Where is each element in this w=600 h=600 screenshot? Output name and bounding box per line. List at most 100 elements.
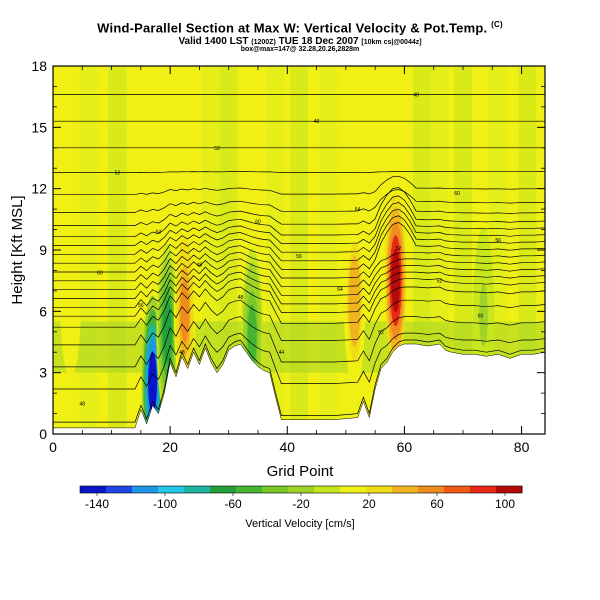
x-tick-label: 0 — [49, 439, 57, 455]
x-tick-label: 20 — [162, 439, 178, 455]
colorbar-swatch — [106, 486, 133, 493]
subtitle-date: TUE 18 Dec 2007 — [278, 36, 359, 47]
subtitle-run: [10km cs|@0044z] — [361, 39, 422, 46]
isentrope-label: 48 — [238, 295, 244, 301]
potential-temperature-contours: 48 48 44 52 60 56 48 64 52 60 48 56 52 56 64 60 64 60 52 52… — [53, 93, 545, 423]
colorbar-tick-label: 20 — [362, 497, 376, 511]
y-tick-label: 12 — [31, 181, 47, 197]
isentrope-label: 52 — [214, 146, 220, 152]
isentrope-line — [53, 339, 545, 423]
isentrope-label: 60 — [454, 191, 460, 197]
isentrope-line — [53, 222, 545, 273]
colorbar-swatch — [80, 486, 107, 493]
y-tick-label: 18 — [31, 58, 47, 74]
terrain — [53, 343, 545, 434]
y-tick-label: 0 — [39, 426, 47, 442]
isentrope-label: 48 — [413, 93, 419, 99]
isentrope-label: 52 — [378, 330, 384, 336]
y-axis: 0 3 6 9 12 15 18 — [31, 58, 545, 442]
velocity-cell — [350, 269, 360, 333]
colorbar-tick-label: -140 — [85, 497, 109, 511]
colorbar-tick-label: -20 — [292, 497, 310, 511]
isentrope-line — [53, 187, 545, 226]
y-tick-label: 9 — [39, 242, 47, 258]
x-tick-label: 60 — [397, 439, 413, 455]
colorbar-swatch — [132, 486, 159, 493]
x-tick-label: 80 — [514, 439, 530, 455]
isentrope-label: 48 — [179, 350, 185, 356]
colorbar-label: Vertical Velocity [cm/s] — [245, 518, 354, 530]
isentrope-line — [53, 251, 545, 282]
x-axis: 0 20 40 60 80 — [49, 66, 530, 455]
y-tick-label: 15 — [31, 119, 47, 135]
isentrope-line — [53, 208, 545, 255]
colorbar-swatch — [340, 486, 367, 493]
isentrope-line — [53, 202, 545, 246]
isentrope-label: 56 — [296, 254, 302, 260]
colorbar-tick-label: 100 — [495, 497, 515, 511]
isentrope-line — [53, 271, 545, 308]
isentrope-label: 48 — [197, 262, 203, 268]
isentrope-line — [53, 189, 545, 213]
isentrope-line — [53, 278, 545, 317]
isentrope-label: 52 — [396, 246, 402, 252]
isentrope-line — [53, 175, 545, 196]
velocity-cell — [479, 283, 488, 347]
chart-title-text: Wind-Parallel Section at Max W: Vertical… — [97, 20, 488, 36]
isentrope-line — [53, 316, 545, 368]
subtitle-utc: (1200Z) — [251, 39, 276, 46]
x-axis-label: Grid Point — [267, 463, 335, 480]
isentrope-label: 48 — [314, 119, 320, 125]
isentrope-line — [53, 265, 545, 299]
y-tick-label: 3 — [39, 365, 47, 381]
chart-subtitle-2: box@max=147@ 32.28,20.26,2828m — [240, 46, 360, 53]
isentrope-label: 60 — [478, 313, 484, 319]
colorbar-swatch — [470, 486, 497, 493]
isentrope-label: 56 — [495, 238, 501, 244]
chart-title-mark: (C) — [491, 20, 503, 29]
colorbar: -140 -100 -60 -20 20 60 100 — [79, 485, 523, 511]
isentrope-line — [53, 215, 545, 264]
isentrope-label: 60 — [97, 270, 103, 276]
y-axis-label: Height [Kft MSL] — [9, 195, 26, 304]
colorbar-swatch — [314, 486, 341, 493]
plot-area: 48 48 44 52 60 56 48 64 52 60 48 56 52 56 64 60 64 60 52 52… — [53, 66, 545, 434]
colorbar-tick-label: 60 — [430, 497, 444, 511]
colorbar-tick-label: -60 — [224, 497, 242, 511]
isentrope-line — [53, 258, 545, 291]
colorbar-swatch — [158, 486, 185, 493]
colorbar-swatch — [236, 486, 263, 493]
isentrope-label: 56 — [138, 303, 144, 309]
chart-title: Wind-Parallel Section at Max W: Vertical… — [0, 20, 600, 35]
isentrope-line — [53, 332, 545, 390]
colorbar-swatch — [262, 486, 289, 493]
chart-subtitle: Valid 1400 LST (1200Z) TUE 18 Dec 2007 [… — [0, 36, 600, 47]
isentrope-label: 64 — [355, 207, 361, 213]
colorbar-swatch — [444, 486, 471, 493]
isentrope-label: 64 — [156, 230, 162, 236]
subtitle-valid: Valid 1400 LST — [178, 36, 249, 47]
velocity-cell — [180, 279, 190, 343]
isentrope-line — [53, 171, 545, 173]
velocity-cell — [247, 304, 257, 368]
y-tick-label: 6 — [39, 303, 47, 319]
isentrope-label: 60 — [255, 219, 261, 225]
isentrope-label: 48 — [80, 401, 86, 407]
x-tick-label: 40 — [279, 439, 295, 455]
isentrope-line — [53, 299, 545, 346]
colorbar-swatch — [418, 486, 445, 493]
colorbar-swatch — [210, 486, 237, 493]
isentrope-label: 44 — [279, 350, 285, 356]
colorbar-swatch — [392, 486, 419, 493]
colorbar-swatch — [288, 486, 315, 493]
colorbar-swatch — [496, 486, 523, 493]
velocity-cell — [148, 351, 157, 415]
isentrope-line — [53, 286, 545, 328]
isentrope-label: 64 — [337, 287, 343, 293]
colorbar-swatch — [184, 486, 211, 493]
colorbar-tick-label: -100 — [153, 497, 177, 511]
colorbar-swatch — [366, 486, 393, 493]
isentrope-line — [53, 195, 545, 238]
isentrope-label: 52 — [437, 279, 443, 285]
